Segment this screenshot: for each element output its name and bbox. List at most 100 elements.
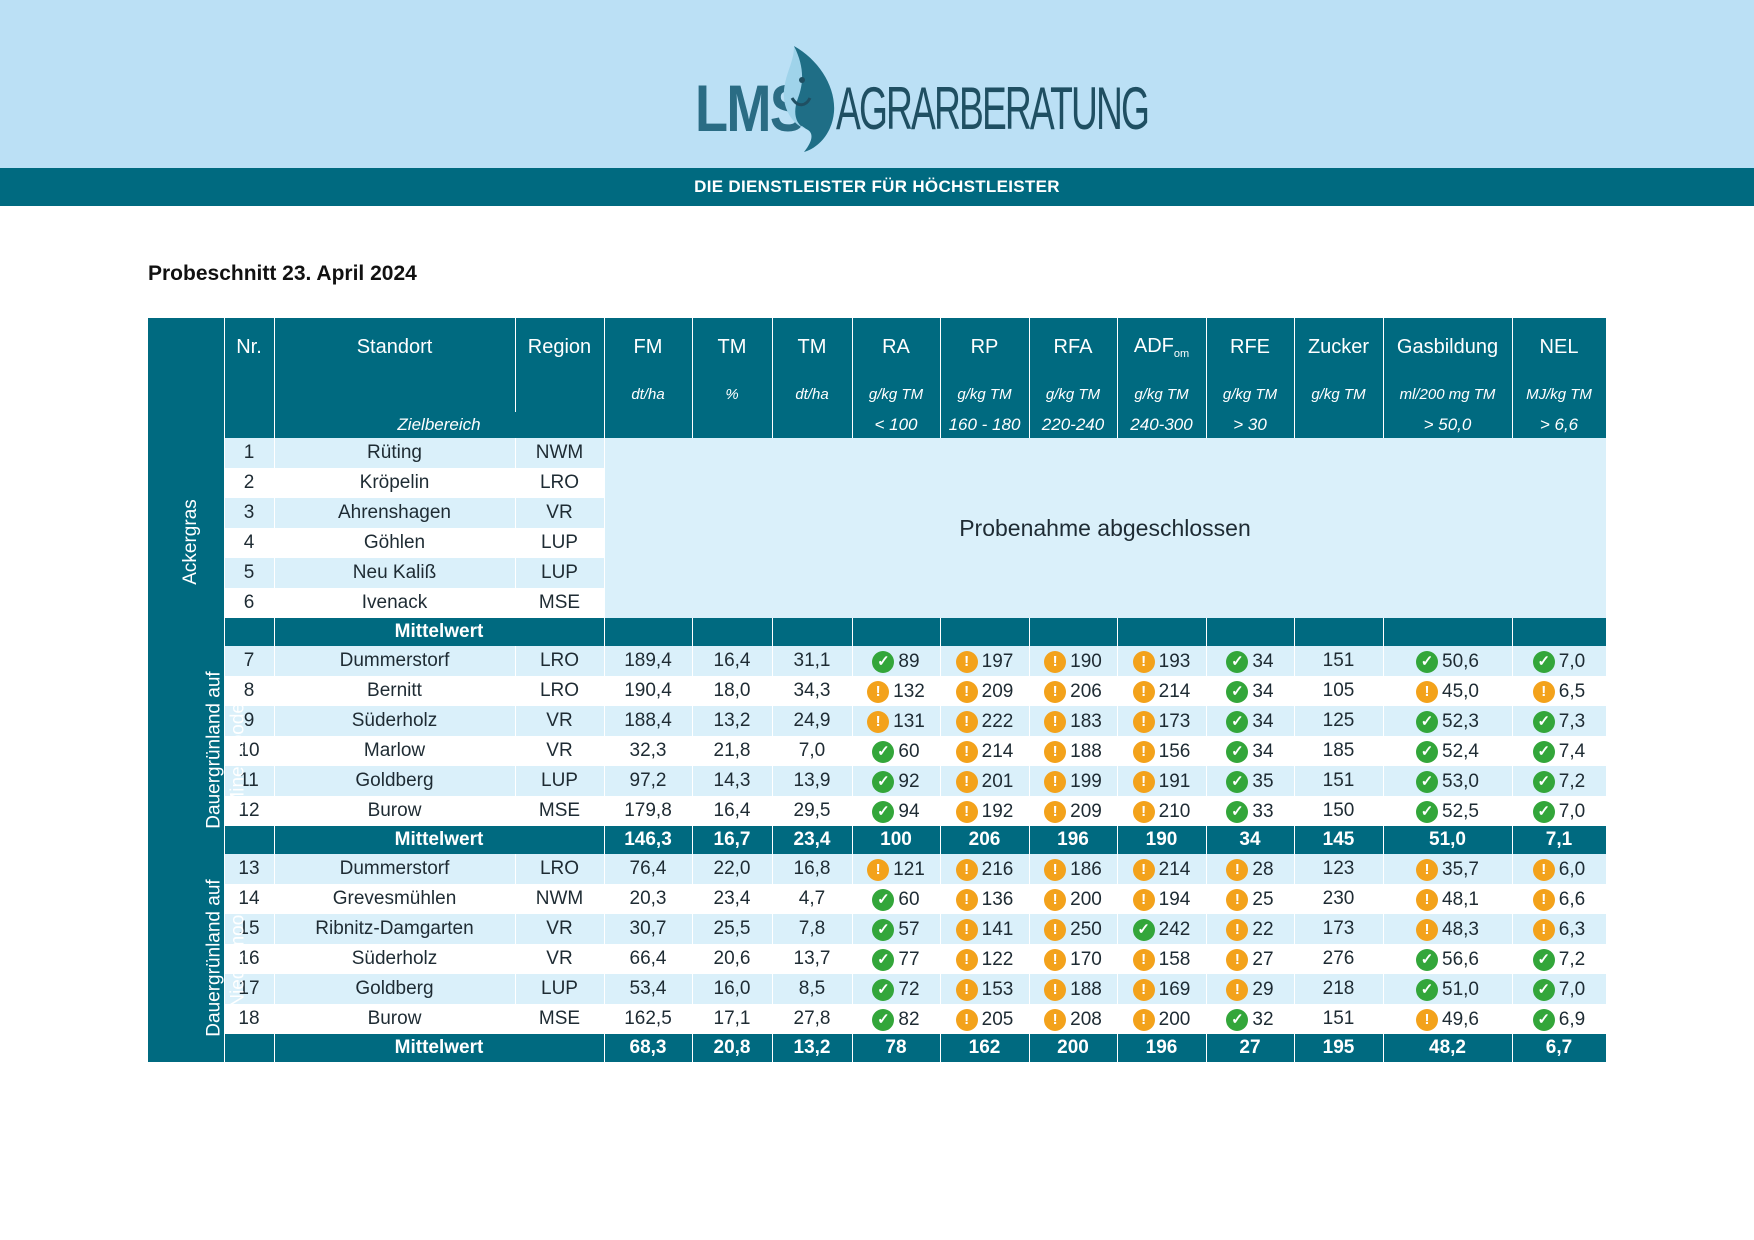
- value: 53,4: [629, 978, 667, 999]
- warning-icon: !: [1416, 680, 1438, 703]
- row-ra: ✓ 89: [852, 646, 941, 676]
- mean-gas: 48,2: [1383, 1034, 1513, 1062]
- group-header-cell: [148, 318, 225, 376]
- value-with-status: ! 188: [1044, 740, 1102, 763]
- row-nel: ✓ 7,0: [1512, 974, 1607, 1004]
- target-nel: > 6,6: [1512, 412, 1607, 438]
- row-nr: 3: [224, 498, 275, 528]
- row-ra: ✓ 72: [852, 974, 941, 1004]
- value: 222: [981, 710, 1014, 732]
- value-with-status: ! 214: [1132, 680, 1190, 703]
- unit-rp: g/kg TM: [940, 376, 1030, 412]
- value: 66,4: [629, 948, 667, 969]
- col-header-ra: RA: [852, 318, 941, 376]
- row-nel: ✓ 7,2: [1512, 944, 1607, 974]
- value: 6,3: [1558, 918, 1586, 940]
- col-header-label: ADF: [1133, 334, 1174, 357]
- row-tm1: 20,6: [692, 944, 773, 974]
- value: 200: [1070, 888, 1102, 910]
- row-standort: Göhlen: [274, 528, 516, 558]
- col-header-zucker: Zucker: [1294, 318, 1384, 376]
- row-zucker: 151: [1294, 766, 1384, 796]
- value-with-status: ✓ 52,5: [1416, 800, 1479, 823]
- row-ra: ✓ 60: [852, 736, 941, 766]
- warning-icon: !: [1226, 948, 1249, 971]
- row-region: VR: [515, 706, 605, 736]
- value-with-status: ✓ 7,3: [1532, 710, 1585, 733]
- row-nr: 5: [224, 558, 275, 588]
- value: 27: [1252, 948, 1274, 970]
- value: 7,0: [1558, 800, 1586, 822]
- row-rfe: ✓ 35: [1206, 766, 1295, 796]
- checkmark-icon: ✓: [1532, 770, 1555, 793]
- row-rfe: ✓ 34: [1206, 676, 1295, 706]
- table-row: 16 Süderholz VR 66,4 20,6 13,7 ✓ 77! 122! 170! 158…: [148, 944, 1607, 974]
- row-region: MSE: [515, 1004, 605, 1034]
- row-tm2: 16,8: [772, 854, 853, 884]
- row-region: NWM: [515, 884, 605, 914]
- value: 151: [1322, 1008, 1355, 1029]
- target-fm: [604, 412, 693, 438]
- value: 13,9: [793, 770, 831, 791]
- mean-ra: 100: [852, 826, 941, 854]
- value-with-status: ✓ 242: [1132, 918, 1190, 941]
- warning-icon: !: [1044, 888, 1067, 911]
- warning-icon: !: [1132, 1008, 1155, 1031]
- value-with-status: ✓ 82: [872, 1008, 920, 1031]
- row-nel: ! 6,3: [1512, 914, 1607, 944]
- warning-icon: !: [1226, 858, 1249, 881]
- row-ra: ✓ 92: [852, 766, 941, 796]
- value: 18,0: [713, 680, 751, 701]
- checkmark-icon: ✓: [1132, 918, 1155, 941]
- value: 125: [1322, 710, 1355, 731]
- value: 131: [893, 710, 925, 732]
- row-fm: 30,7: [604, 914, 693, 944]
- row-rfa: ! 208: [1029, 1004, 1118, 1034]
- row-ra: ✓ 82: [852, 1004, 941, 1034]
- row-rp: ! 216: [940, 854, 1030, 884]
- row-standort: Marlow: [274, 736, 516, 766]
- row-tm1: 17,1: [692, 1004, 773, 1034]
- row-fm: 97,2: [604, 766, 693, 796]
- mean-blank: [224, 618, 275, 646]
- row-rp: ! 197: [940, 646, 1030, 676]
- target-zucker: [1294, 412, 1384, 438]
- value: 188: [1070, 978, 1102, 1000]
- row-zucker: 230: [1294, 884, 1384, 914]
- value: 193: [1158, 650, 1191, 672]
- group-label: Dauergrünland auf Mineralboden: [148, 646, 249, 854]
- row-region: VR: [515, 944, 605, 974]
- row-nr: 7: [224, 646, 275, 676]
- mean-label: Mittelwert: [274, 618, 605, 646]
- warning-icon: !: [1132, 650, 1155, 673]
- row-fm: 32,3: [604, 736, 693, 766]
- row-zucker: 276: [1294, 944, 1384, 974]
- value: 21,8: [713, 740, 751, 761]
- value: 191: [1158, 770, 1191, 792]
- value: 28: [1252, 858, 1274, 880]
- row-tm1: 18,0: [692, 676, 773, 706]
- mean-ra: 78: [852, 1034, 941, 1062]
- value-with-status: ✓ 57: [872, 918, 920, 941]
- unit-adf: g/kg TM: [1117, 376, 1207, 412]
- mean-label: Mittelwert: [274, 1034, 605, 1062]
- value-with-status: ! 153: [955, 978, 1013, 1001]
- row-nr: 14: [224, 884, 275, 914]
- mean-rp: 206: [940, 826, 1030, 854]
- value: 30,7: [629, 918, 667, 939]
- target-range-label: Zielbereich: [274, 412, 605, 438]
- warning-icon: !: [1044, 680, 1067, 703]
- value: 156: [1158, 740, 1191, 762]
- value: 48,1: [1442, 888, 1479, 910]
- value-with-status: ! 156: [1132, 740, 1191, 763]
- row-standort: Dummerstorf: [274, 854, 516, 884]
- value-with-status: ! 183: [1044, 710, 1102, 733]
- value: 105: [1322, 680, 1355, 701]
- row-fm: 190,4: [604, 676, 693, 706]
- value: 24,9: [793, 710, 831, 731]
- value-with-status: ! 121: [867, 858, 925, 881]
- value: 92: [898, 770, 920, 792]
- row-nr: 10: [224, 736, 275, 766]
- col-header-tm2: TM: [772, 318, 853, 376]
- row-fm: 188,4: [604, 706, 693, 736]
